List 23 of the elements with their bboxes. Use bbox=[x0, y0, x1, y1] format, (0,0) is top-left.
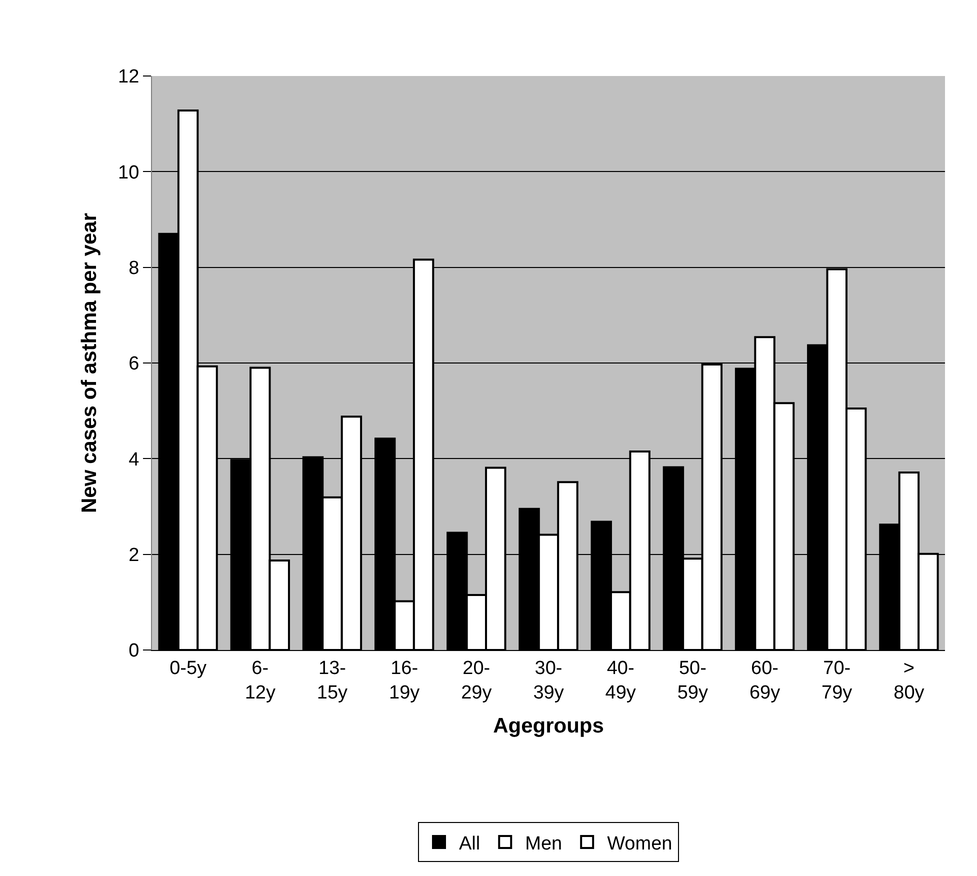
y-tick-label: 4 bbox=[128, 449, 140, 470]
x-tick-label: 50-59y bbox=[677, 658, 708, 704]
x-tick-label: 70-79y bbox=[822, 658, 853, 704]
y-axis-title: New cases of asthma per year bbox=[78, 213, 102, 513]
x-tick-label: 20-29y bbox=[461, 658, 492, 704]
y-tick-label: 10 bbox=[118, 162, 140, 184]
legend-label: Women bbox=[607, 833, 672, 854]
x-tick-label: > 80y bbox=[894, 658, 925, 704]
legend-label: All bbox=[459, 833, 480, 854]
x-tick-label: 0-5y bbox=[170, 658, 208, 679]
x-tick-label: 60-69y bbox=[749, 658, 781, 704]
y-tick-label: 2 bbox=[128, 544, 140, 566]
legend-label: Men bbox=[525, 833, 562, 854]
x-tick-label: 40-49y bbox=[605, 658, 636, 704]
x-axis-title: Agegroups bbox=[493, 714, 604, 738]
x-tick-label: 30-39y bbox=[533, 658, 564, 704]
y-tick-label: 8 bbox=[128, 258, 140, 279]
y-tick-label: 6 bbox=[128, 354, 140, 375]
y-tick-label: 12 bbox=[118, 66, 140, 88]
x-tick-label: 13-15y bbox=[316, 658, 348, 704]
x-tick-label: 16-19y bbox=[389, 658, 420, 704]
x-tick-label: 6-12y bbox=[244, 658, 276, 704]
y-tick-label: 0 bbox=[128, 640, 140, 662]
